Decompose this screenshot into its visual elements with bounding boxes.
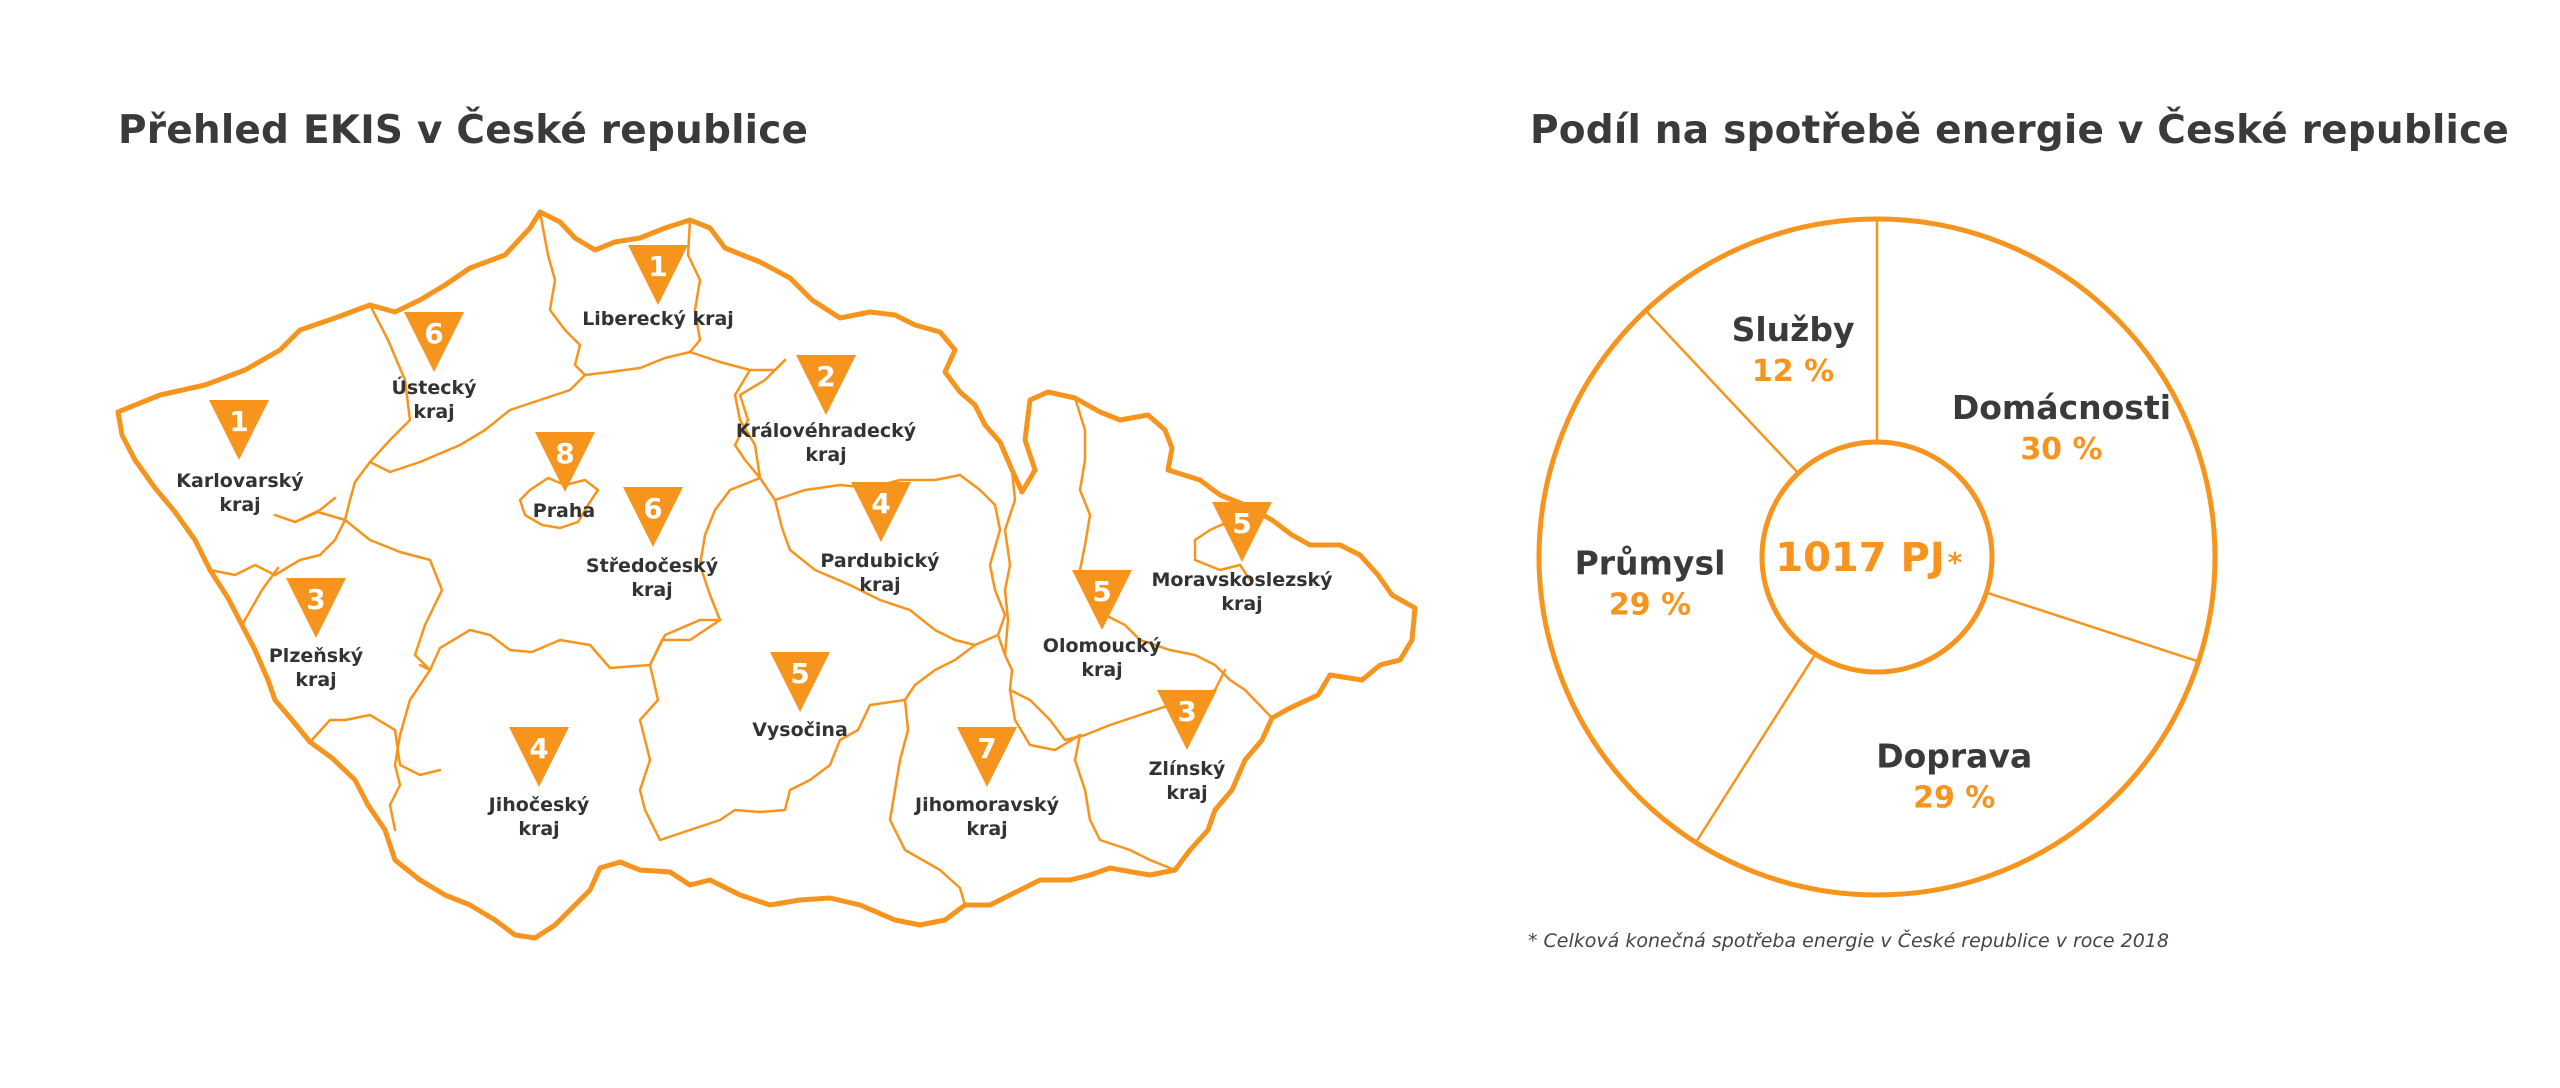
region-marker: 6 Středočeský kraj xyxy=(586,487,719,601)
region-marker-triangle xyxy=(209,400,269,460)
region-marker-triangle xyxy=(623,487,683,547)
region-name: kraj xyxy=(631,579,672,601)
region-name: Vysočina xyxy=(752,719,848,741)
region-name: kraj xyxy=(295,669,336,691)
region-marker-triangle xyxy=(796,355,856,415)
region-name: Ústecký xyxy=(392,375,478,399)
pie-center-marker: * xyxy=(1948,546,1963,579)
pie-slice-value: 29 % xyxy=(1609,587,1691,622)
region-name: kraj xyxy=(1221,593,1262,615)
region-name: kraj xyxy=(805,444,846,466)
region-marker: 2 Královéhradecký kraj xyxy=(736,355,917,466)
region-marker-triangle xyxy=(286,578,346,638)
region-marker-triangle xyxy=(535,432,595,492)
map-title: Přehled EKIS v České republice xyxy=(118,108,809,153)
region-name: Plzeňský xyxy=(269,645,364,667)
pie-slice-name: Domácnosti xyxy=(1952,388,2171,427)
region-count: 5 xyxy=(790,657,809,690)
region-marker-triangle xyxy=(404,312,464,372)
region-count: 7 xyxy=(977,732,996,765)
pie-divider xyxy=(1694,653,1817,844)
pie-divider xyxy=(1985,591,2199,663)
region-marker: 5 Olomoucký kraj xyxy=(1043,570,1162,681)
region-marker-triangle xyxy=(1157,690,1217,750)
region-count: 5 xyxy=(1092,575,1111,608)
country-outline xyxy=(115,209,1418,941)
chart-title: Podíl na spotřebě energie v České republ… xyxy=(1530,108,2510,153)
region-marker: 5 Moravskoslezský kraj xyxy=(1151,502,1333,615)
pie-slice-value: 29 % xyxy=(1913,781,1995,816)
region-marker: 3 Plzeňský kraj xyxy=(269,578,364,691)
region-marker-triangle xyxy=(770,652,830,712)
region-name: kraj xyxy=(966,818,1007,840)
region-name: Královéhradecký xyxy=(736,420,917,442)
region-count: 1 xyxy=(229,405,248,438)
region-name: Pardubický xyxy=(820,550,940,572)
region-name: Liberecký kraj xyxy=(582,308,734,330)
region-count: 4 xyxy=(529,732,548,765)
region-marker: 7 Jihomoravský kraj xyxy=(913,727,1060,840)
footnote: * Celková konečná spotřeba energie v Čes… xyxy=(1528,930,2169,952)
region-markers: 1 Liberecký kraj 6 Ústecký kraj 1 Karlov… xyxy=(176,245,1333,840)
region-name: Moravskoslezský xyxy=(1151,569,1333,591)
region-name: kraj xyxy=(413,401,454,423)
pie-divider xyxy=(1644,309,1800,475)
region-name: kraj xyxy=(1081,659,1122,681)
region-count: 3 xyxy=(1177,695,1196,728)
region-name: Jihomoravský xyxy=(913,794,1060,816)
region-name: kraj xyxy=(859,574,900,596)
region-count: 8 xyxy=(555,437,574,470)
region-count: 6 xyxy=(643,492,662,525)
czech-regions-map: 1 Liberecký kraj 6 Ústecký kraj 1 Karlov… xyxy=(115,209,1418,941)
region-marker-triangle xyxy=(628,245,688,305)
region-count: 6 xyxy=(424,317,443,350)
region-count: 4 xyxy=(871,487,890,520)
region-marker-triangle xyxy=(509,727,569,787)
region-name: Zlínský xyxy=(1149,758,1226,780)
pie-slice-value: 12 % xyxy=(1752,354,1834,389)
region-count: 1 xyxy=(648,250,667,283)
region-marker-triangle xyxy=(957,727,1017,787)
region-marker-triangle xyxy=(1072,570,1132,630)
region-marker: 4 Pardubický kraj xyxy=(820,482,940,596)
region-name: Praha xyxy=(533,500,595,522)
pie-slice-name: Služby xyxy=(1732,310,1855,349)
region-name: Olomoucký xyxy=(1043,635,1162,657)
pie-slice-name: Průmysl xyxy=(1575,543,1726,582)
region-marker: 8 Praha xyxy=(533,432,595,522)
pie-slice-value: 30 % xyxy=(2020,432,2102,467)
region-marker: 1 Karlovarský kraj xyxy=(176,400,304,516)
region-marker: 6 Ústecký kraj xyxy=(392,312,478,423)
pie-slice-name: Doprava xyxy=(1876,737,2032,776)
region-name: kraj xyxy=(219,494,260,516)
region-marker-triangle xyxy=(851,482,911,542)
region-marker: 3 Zlínský kraj xyxy=(1149,690,1226,804)
region-name: Jihočeský xyxy=(487,794,590,816)
region-marker-triangle xyxy=(1212,502,1272,562)
region-marker: 5 Vysočina xyxy=(752,652,848,741)
pie-center-total: 1017 PJ xyxy=(1775,535,1944,581)
region-name: Karlovarský xyxy=(176,470,304,492)
region-marker: 1 Liberecký kraj xyxy=(582,245,734,330)
region-name: kraj xyxy=(1166,782,1207,804)
region-count: 3 xyxy=(306,583,325,616)
region-name: Středočeský xyxy=(586,555,719,577)
region-count: 2 xyxy=(816,360,835,393)
region-count: 5 xyxy=(1232,507,1251,540)
region-marker: 4 Jihočeský kraj xyxy=(487,727,590,840)
region-name: kraj xyxy=(518,818,559,840)
